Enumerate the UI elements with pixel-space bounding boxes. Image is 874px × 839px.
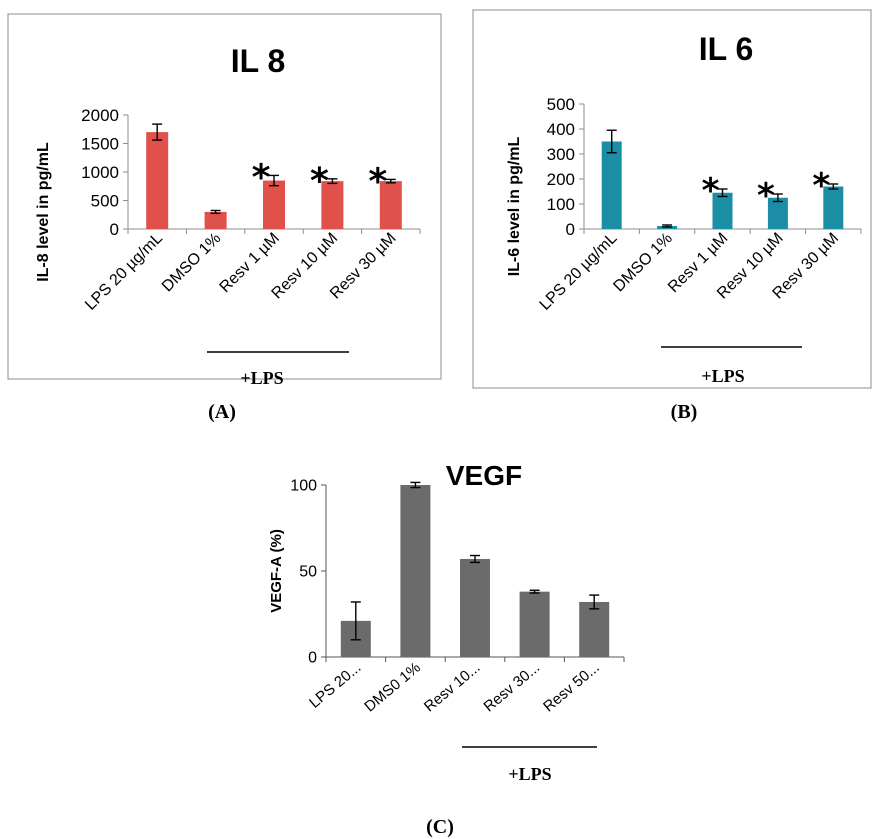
x-category-label: Resv 30... [481,659,544,715]
y-axis-label: VEGF-A (%) [268,529,285,613]
y-tick-label: 400 [547,120,575,139]
x-category-label: Resv 10... [421,659,484,715]
y-axis-label: IL-8 level in pg/mL [35,142,52,282]
y-tick-label: 2000 [81,106,119,125]
significance-star: * [702,171,720,211]
lps-bracket-label: +LPS [240,368,283,388]
bar [712,192,733,229]
y-tick-label: 0 [308,650,317,667]
y-tick-label: 1000 [81,163,119,182]
y-tick-label: 100 [547,195,575,214]
y-tick-label: 200 [547,170,575,189]
bar [767,197,788,229]
bar [263,180,285,229]
bar [379,181,402,229]
lps-bracket-label: +LPS [701,366,744,386]
significance-star: * [368,162,387,203]
significance-star: * [310,161,329,202]
significance-star: * [812,166,830,206]
lps-bracket-label: +LPS [508,764,551,784]
x-category-label: LPS 20... [306,659,364,712]
panel-a-chart: IL 8IL-8 level in pg/mL 0500100015002000L… [35,43,421,388]
y-tick-label: 1500 [81,134,119,153]
chart-title: IL 8 [231,43,286,79]
y-tick-label: 100 [290,478,317,495]
y-tick-label: 0 [566,220,575,239]
bar [400,485,431,657]
y-tick-label: 50 [299,564,317,581]
panel-a-frame [7,13,442,380]
bar [321,181,344,229]
bar [460,558,490,657]
panel-b-frame [472,9,872,389]
y-tick-label: 0 [110,220,119,239]
y-tick-label: 300 [547,145,575,164]
y-tick-label: 500 [91,191,119,210]
chart-title: IL 6 [699,31,754,67]
bar [146,132,169,229]
panel-a-label: (A) [208,401,236,423]
x-category-label: Resv 50... [540,659,603,715]
bar [519,591,550,657]
bar [823,186,844,229]
y-tick-label: 500 [547,95,575,114]
x-category-label: DMS0 1% [361,659,424,715]
panel-c-label: (C) [426,816,454,838]
bar [204,211,227,229]
chart-title: VEGF [446,460,522,491]
bar [601,141,622,229]
panel-b-label: (B) [671,401,698,423]
bar [579,601,610,657]
y-axis-label: IL-6 level in pg/mL [506,136,523,276]
significance-star: * [252,158,271,199]
significance-star: * [757,176,775,216]
